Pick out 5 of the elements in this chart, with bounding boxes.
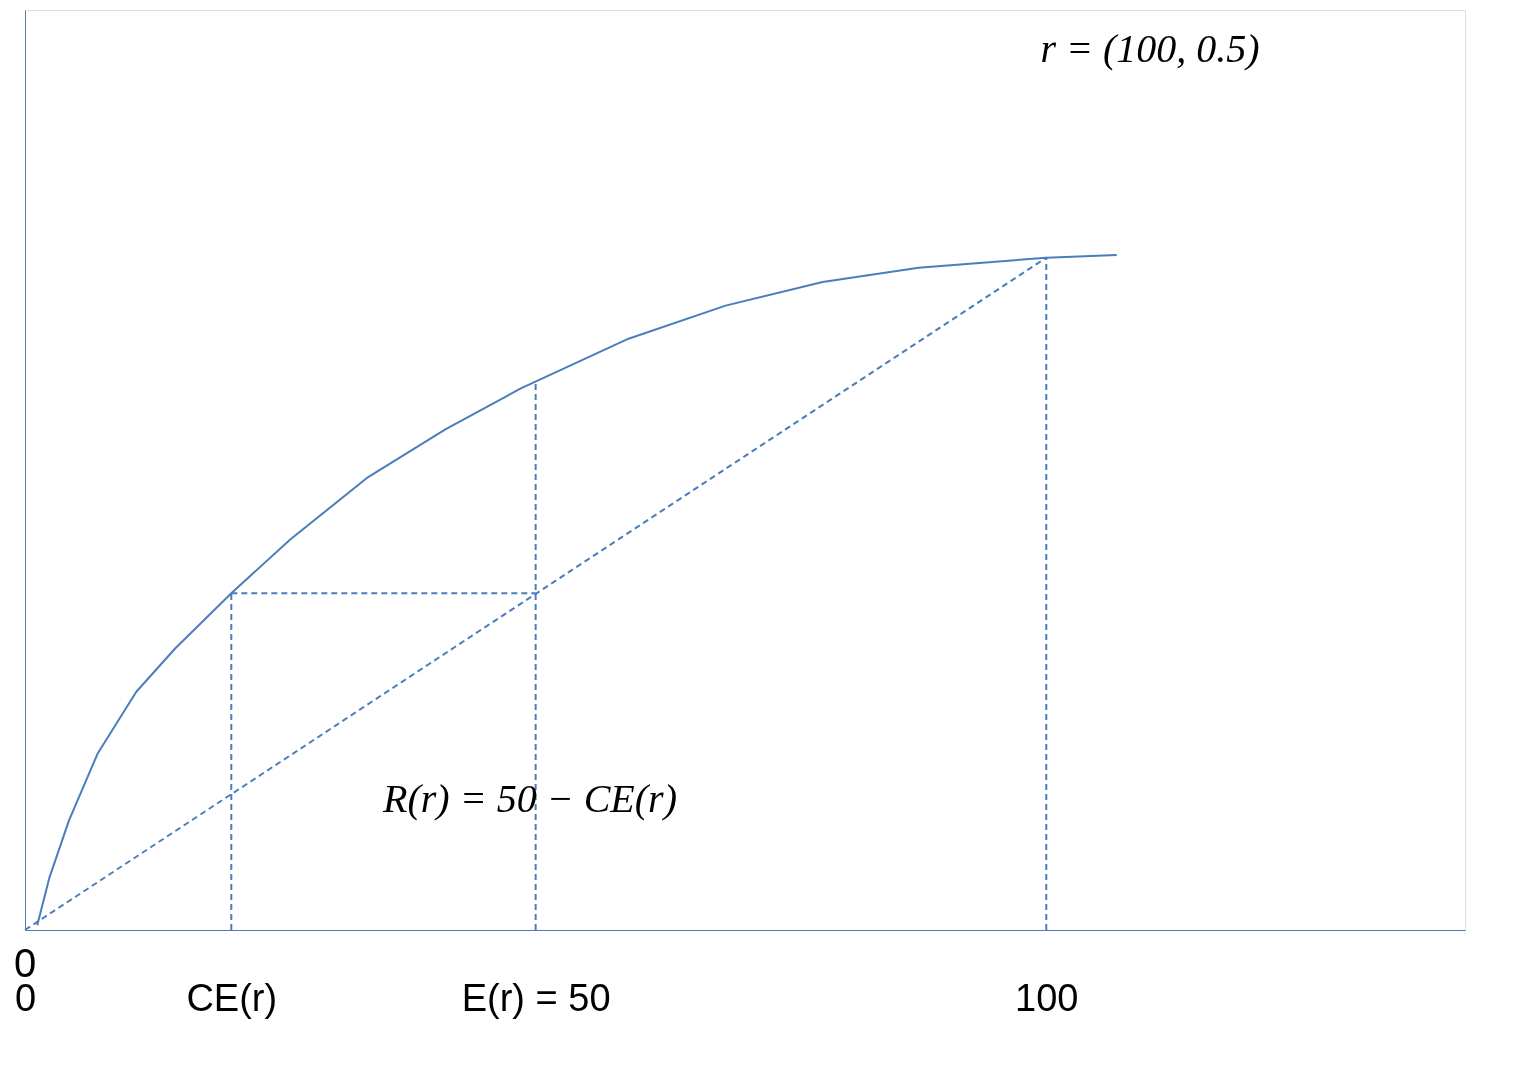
x-tick-label: CE(r) <box>186 976 278 1019</box>
x-tick-label: 100 <box>1015 976 1079 1019</box>
annotation: R(r) = 50 − CE(r) <box>382 776 677 821</box>
x-tick-label: E(r) = 50 <box>461 976 611 1019</box>
text: r = (100, 0.5) <box>1040 26 1260 71</box>
